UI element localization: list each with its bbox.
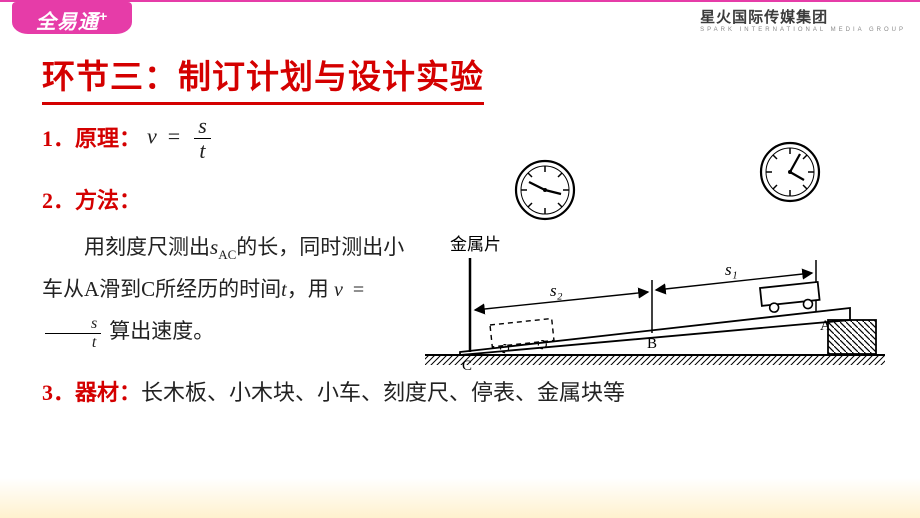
experiment-diagram: 金属片 C B A s₂ s₁: [420, 130, 890, 380]
s-ac-sub: AC: [218, 247, 236, 262]
principle-den: t: [194, 139, 211, 162]
top-strip: 全易通+ 星火国际传媒集团 SPARK INTERNATIONAL MEDIA …: [0, 2, 920, 30]
method-f-var: v: [334, 279, 343, 301]
slide: 全易通+ 星火国际传媒集团 SPARK INTERNATIONAL MEDIA …: [0, 0, 920, 518]
equipment-label: 3．器材：: [42, 380, 141, 405]
label-B: B: [647, 336, 657, 352]
principle-frac: s t: [194, 115, 211, 162]
brand-logo-text: 全易通: [36, 12, 99, 34]
brand-logo-sup: +: [99, 8, 108, 24]
brand-logo: 全易通+: [12, 2, 132, 34]
company-name-block: 星火国际传媒集团 SPARK INTERNATIONAL MEDIA GROUP: [700, 6, 906, 33]
company-name: 星火国际传媒集团: [700, 9, 828, 26]
cart: [760, 282, 820, 313]
principle-num: s: [194, 115, 211, 139]
method-p3: ，用: [287, 277, 329, 301]
s-ac-var: s: [210, 235, 218, 259]
metal-plate-label: 金属片: [450, 235, 501, 254]
method-f-eq: =: [353, 279, 364, 301]
company-sub: SPARK INTERNATIONAL MEDIA GROUP: [700, 27, 906, 33]
method-body: 用刻度尺测出sAC的长，同时测出小车从A滑到C所经历的时间t，用 v = s t…: [42, 226, 412, 352]
label-A: A: [820, 318, 831, 334]
label-C: C: [462, 358, 472, 374]
method-p4: 算出速度。: [109, 319, 214, 343]
principle-label: 1．原理：: [42, 118, 141, 160]
equipment-list: 长木板、小木块、小车、刻度尺、停表、金属块等: [141, 380, 625, 405]
principle-formula: v = s t: [147, 115, 214, 162]
s-ac: sAC: [210, 235, 236, 259]
s2-label: s₂: [550, 281, 563, 300]
method-frac: s t: [45, 316, 101, 351]
ground-hatch: [425, 355, 885, 365]
method-f-den: t: [45, 334, 101, 351]
bottom-decoration: [0, 478, 920, 518]
stopwatch-right: [761, 143, 819, 201]
principle-eq: =: [168, 124, 180, 149]
method-f-num: s: [45, 316, 101, 334]
s1-label: s₁: [725, 260, 738, 279]
principle-var: v: [147, 124, 157, 149]
stopwatch-left: [516, 161, 574, 219]
method-p1: 用刻度尺测出: [84, 235, 210, 259]
method-label: 2．方法：: [42, 188, 141, 213]
section-title: 环节三：制订计划与设计实验: [42, 50, 484, 105]
support-block: [828, 320, 876, 354]
